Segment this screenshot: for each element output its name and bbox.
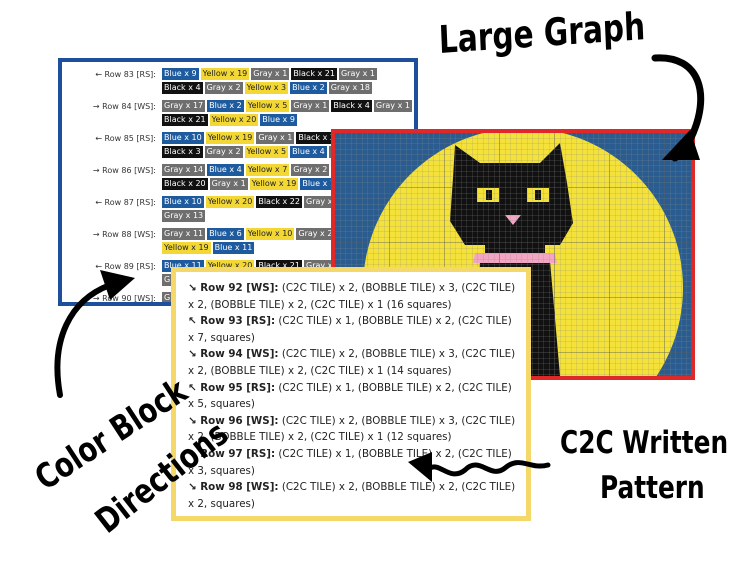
row-text: (C2C TILE) x 2, (BOBBLE TILE) x 3, (C2C … [188,348,516,377]
color-chip: Black x 4 [162,82,203,94]
color-chip: Gray x 1 [256,132,295,144]
row-label: ↘ Row 92 [WS]: [188,282,279,294]
row-label: → Row 88 [WS]: [92,230,156,239]
chips: Blue x 9 Yellow x 19 Gray x 1 Black x 21 Gra… [162,68,412,94]
color-chip: Black x 22 [256,196,302,208]
color-chip: Black x 3 [162,146,203,158]
color-chip: Blue x 9 [260,114,297,126]
color-chip: Blue x 9 [162,68,199,80]
color-block-row: → Row 84 [WS]: Gray x 17 Blue x 2 Yellow x … [70,100,414,126]
row-label: ↖ Row 97 [RS]: [188,447,276,460]
color-chip: Yellow x 3 [244,82,289,94]
color-chip: Yellow x 19 [162,242,211,254]
row-text: (C2C TILE) x 1, (BOBBLE TILE) x 2, (C2C … [188,381,512,411]
chips: Gray x 17 Blue x 2 Yellow x 5 Gray x 1 Black… [162,100,412,126]
color-chip: Black x 20 [296,132,343,144]
row-label: → Row 90 [WS]: [92,294,156,303]
pattern-row: ↖ Row 93 [RS]: (C2C TILE) x 1, (BOBBLE T… [188,313,518,346]
color-chip: Gray x 2 [204,146,243,158]
color-block-row: ← Row 83 [RS]: Blue x 9 Yellow x 19 Gray x … [70,68,414,94]
written-pattern-panel: ↘ Row 92 [WS]: (C2C TILE) x 2, (BOBBLE T… [171,267,531,521]
color-chip: Gray x 2 [296,228,335,240]
color-chip: Gray x 2 [291,164,330,176]
color-chip: Black x 4 [331,100,372,112]
color-chip: Black x 20 [162,178,208,190]
color-chip: Blue x 6 [207,228,244,240]
row-label: ← Row 83 [RS]: [95,70,156,79]
row-label: → Row 84 [WS]: [92,102,156,111]
color-chip: Blue x 2 [290,82,327,94]
row-label: ← Row 85 [RS]: [95,134,156,143]
pattern-row: ↘ Row 96 [WS]: (C2C TILE) x 2, (BOBBLE T… [188,413,518,446]
color-chip: Yellow x 19 [249,178,299,190]
pattern-row: ↖ Row 95 [RS]: (C2C TILE) x 1, (BOBBLE T… [188,380,518,413]
color-chip: Blue x 10 [162,132,204,144]
row-text: (C2C TILE) x 2, (BOBBLE TILE) x 2, (C2C … [188,481,516,510]
color-chip: Blue x 4 [207,164,244,176]
row-label: ↘ Row 96 [WS]: [188,414,279,427]
color-chip: Blue x 2 [207,100,244,112]
color-chip: Yellow x 5 [244,146,289,158]
color-chip: Black x 21 [162,114,208,126]
color-chip: Yellow x 20 [205,196,255,208]
pattern-row: ↘ Row 92 [WS]: (C2C TILE) x 2, (BOBBLE T… [188,280,518,313]
row-label: ↖ Row 95 [RS]: [188,381,276,394]
color-chip: Black x 21 [291,68,337,80]
color-chip: Gray x 1 [209,178,248,190]
color-chip: Gray x 14 [162,164,206,176]
written-label: C2C Written [560,425,729,461]
written-label: Pattern [600,470,705,506]
row-text: (C2C TILE) x 2, (BOBBLE TILE) x 3, (C2C … [188,282,516,311]
row-label: ← Row 87 [RS]: [95,198,156,207]
large-graph-label: Large Graph [438,4,646,62]
color-chip: Gray x 18 [328,82,372,94]
color-chip: Yellow x 20 [209,114,259,126]
pattern-row: ↘ Row 94 [WS]: (C2C TILE) x 2, (BOBBLE T… [188,346,518,379]
color-chip: Gray x 1 [251,68,290,80]
color-chip: Blue x 11 [212,242,255,254]
color-chip: Yellow x 19 [205,132,255,144]
color-chip: Gray x 11 [162,228,206,240]
row-label: → Row 86 [WS]: [92,166,156,175]
color-chip: Yellow x 7 [245,164,290,176]
color-chip: Yellow x 5 [245,100,290,112]
color-chip: Gray x 1 [338,68,378,80]
color-chip: Gray x 2 [204,82,243,94]
row-text: (C2C TILE) x 2, (BOBBLE TILE) x 3, (C2C … [188,414,516,444]
color-chip: Yellow x 19 [200,68,250,80]
pattern-row: ↖ Row 97 [RS]: (C2C TILE) x 1, (BOBBLE T… [188,446,518,479]
color-chip: Gray x 1 [291,100,330,112]
row-text: (C2C TILE) x 1, (BOBBLE TILE) x 2, (C2C … [188,447,512,477]
row-label: ← Row 89 [RS]: [95,262,156,271]
pattern-row: ↘ Row 98 [WS]: (C2C TILE) x 2, (BOBBLE T… [188,479,518,512]
color-chip: Gray x 1 [373,100,412,112]
color-chip: Gray x 17 [162,100,206,112]
row-label: ↘ Row 94 [WS]: [188,348,279,361]
color-chip: Yellow x 10 [245,228,295,240]
color-chip: Blue x 10 [162,196,204,208]
row-label: ↖ Row 93 [RS]: [188,315,276,328]
row-text: (C2C TILE) x 1, (BOBBLE TILE) x 2, (C2C … [188,315,512,344]
color-chip: Blue x 4 [290,146,327,158]
row-label: ↘ Row 98 [WS]: [188,481,279,494]
color-chip: Gray x 13 [162,210,206,222]
